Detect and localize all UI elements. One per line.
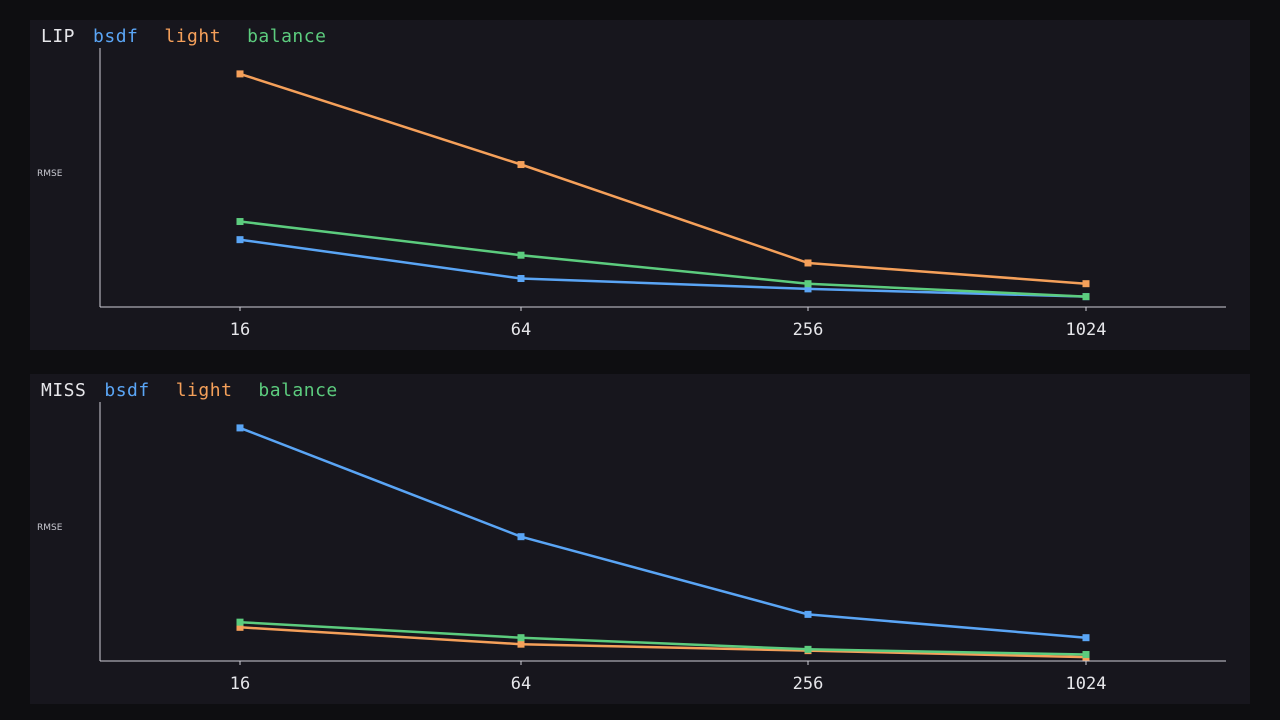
series-line-light bbox=[239, 626, 1087, 659]
data-point-bsdf bbox=[236, 236, 244, 244]
data-point-bsdf bbox=[804, 610, 812, 618]
chart-panel-lip: LIP bsdf light balance RMSE 16 64 256 1024 bbox=[30, 20, 1250, 350]
x-tick-label: 16 bbox=[230, 320, 250, 340]
plot-area: 16 64 256 1024 bbox=[99, 402, 1226, 694]
legend: LIP bsdf light balance bbox=[41, 25, 352, 47]
legend-entry-balance: balance bbox=[258, 379, 338, 401]
legend-entry-balance: balance bbox=[247, 25, 327, 47]
chart-panel-miss: MISS bsdf light balance RMSE 16 64 256 1024 bbox=[30, 374, 1250, 704]
x-tick-label: 16 bbox=[230, 674, 250, 694]
data-point-balance bbox=[804, 280, 812, 288]
data-point-bsdf bbox=[1082, 634, 1090, 642]
legend: MISS bsdf light balance bbox=[41, 379, 364, 401]
y-axis-label: RMSE bbox=[37, 169, 63, 179]
data-point-bsdf bbox=[236, 424, 244, 432]
data-point-bsdf bbox=[804, 285, 812, 293]
data-point-light bbox=[517, 161, 525, 169]
data-point-bsdf bbox=[517, 533, 525, 541]
plot-area: 16 64 256 1024 bbox=[99, 48, 1226, 340]
data-point-balance bbox=[236, 218, 244, 226]
chart-title: LIP bbox=[41, 25, 76, 47]
data-point-light bbox=[517, 640, 525, 648]
data-point-balance bbox=[236, 618, 244, 626]
y-axis-label: RMSE bbox=[37, 523, 63, 533]
legend-entry-light: light bbox=[175, 379, 233, 401]
data-point-bsdf bbox=[517, 275, 525, 283]
series-line-balance bbox=[239, 220, 1087, 298]
series-line-bsdf bbox=[239, 238, 1087, 298]
x-tick-label: 1024 bbox=[1066, 320, 1107, 340]
x-tick-label: 64 bbox=[511, 674, 531, 694]
data-point-balance bbox=[517, 634, 525, 642]
x-tick-label: 1024 bbox=[1066, 674, 1107, 694]
data-point-light bbox=[236, 70, 244, 78]
data-point-balance bbox=[1082, 293, 1090, 301]
x-tick-label: 64 bbox=[511, 320, 531, 340]
data-point-light bbox=[804, 259, 812, 267]
data-point-light bbox=[236, 623, 244, 631]
legend-entry-bsdf: bsdf bbox=[104, 379, 150, 401]
series-line-balance bbox=[239, 620, 1087, 656]
series-line-bsdf bbox=[239, 426, 1087, 639]
x-tick-label: 256 bbox=[793, 674, 824, 694]
legend-entry-light: light bbox=[164, 25, 222, 47]
data-point-balance bbox=[804, 645, 812, 653]
x-tick-label: 256 bbox=[793, 320, 824, 340]
data-point-light bbox=[1082, 280, 1090, 288]
data-point-balance bbox=[1082, 651, 1090, 659]
data-point-balance bbox=[517, 251, 525, 259]
legend-entry-bsdf: bsdf bbox=[93, 25, 139, 47]
chart-title: MISS bbox=[41, 379, 87, 401]
series-line-light bbox=[239, 72, 1087, 285]
